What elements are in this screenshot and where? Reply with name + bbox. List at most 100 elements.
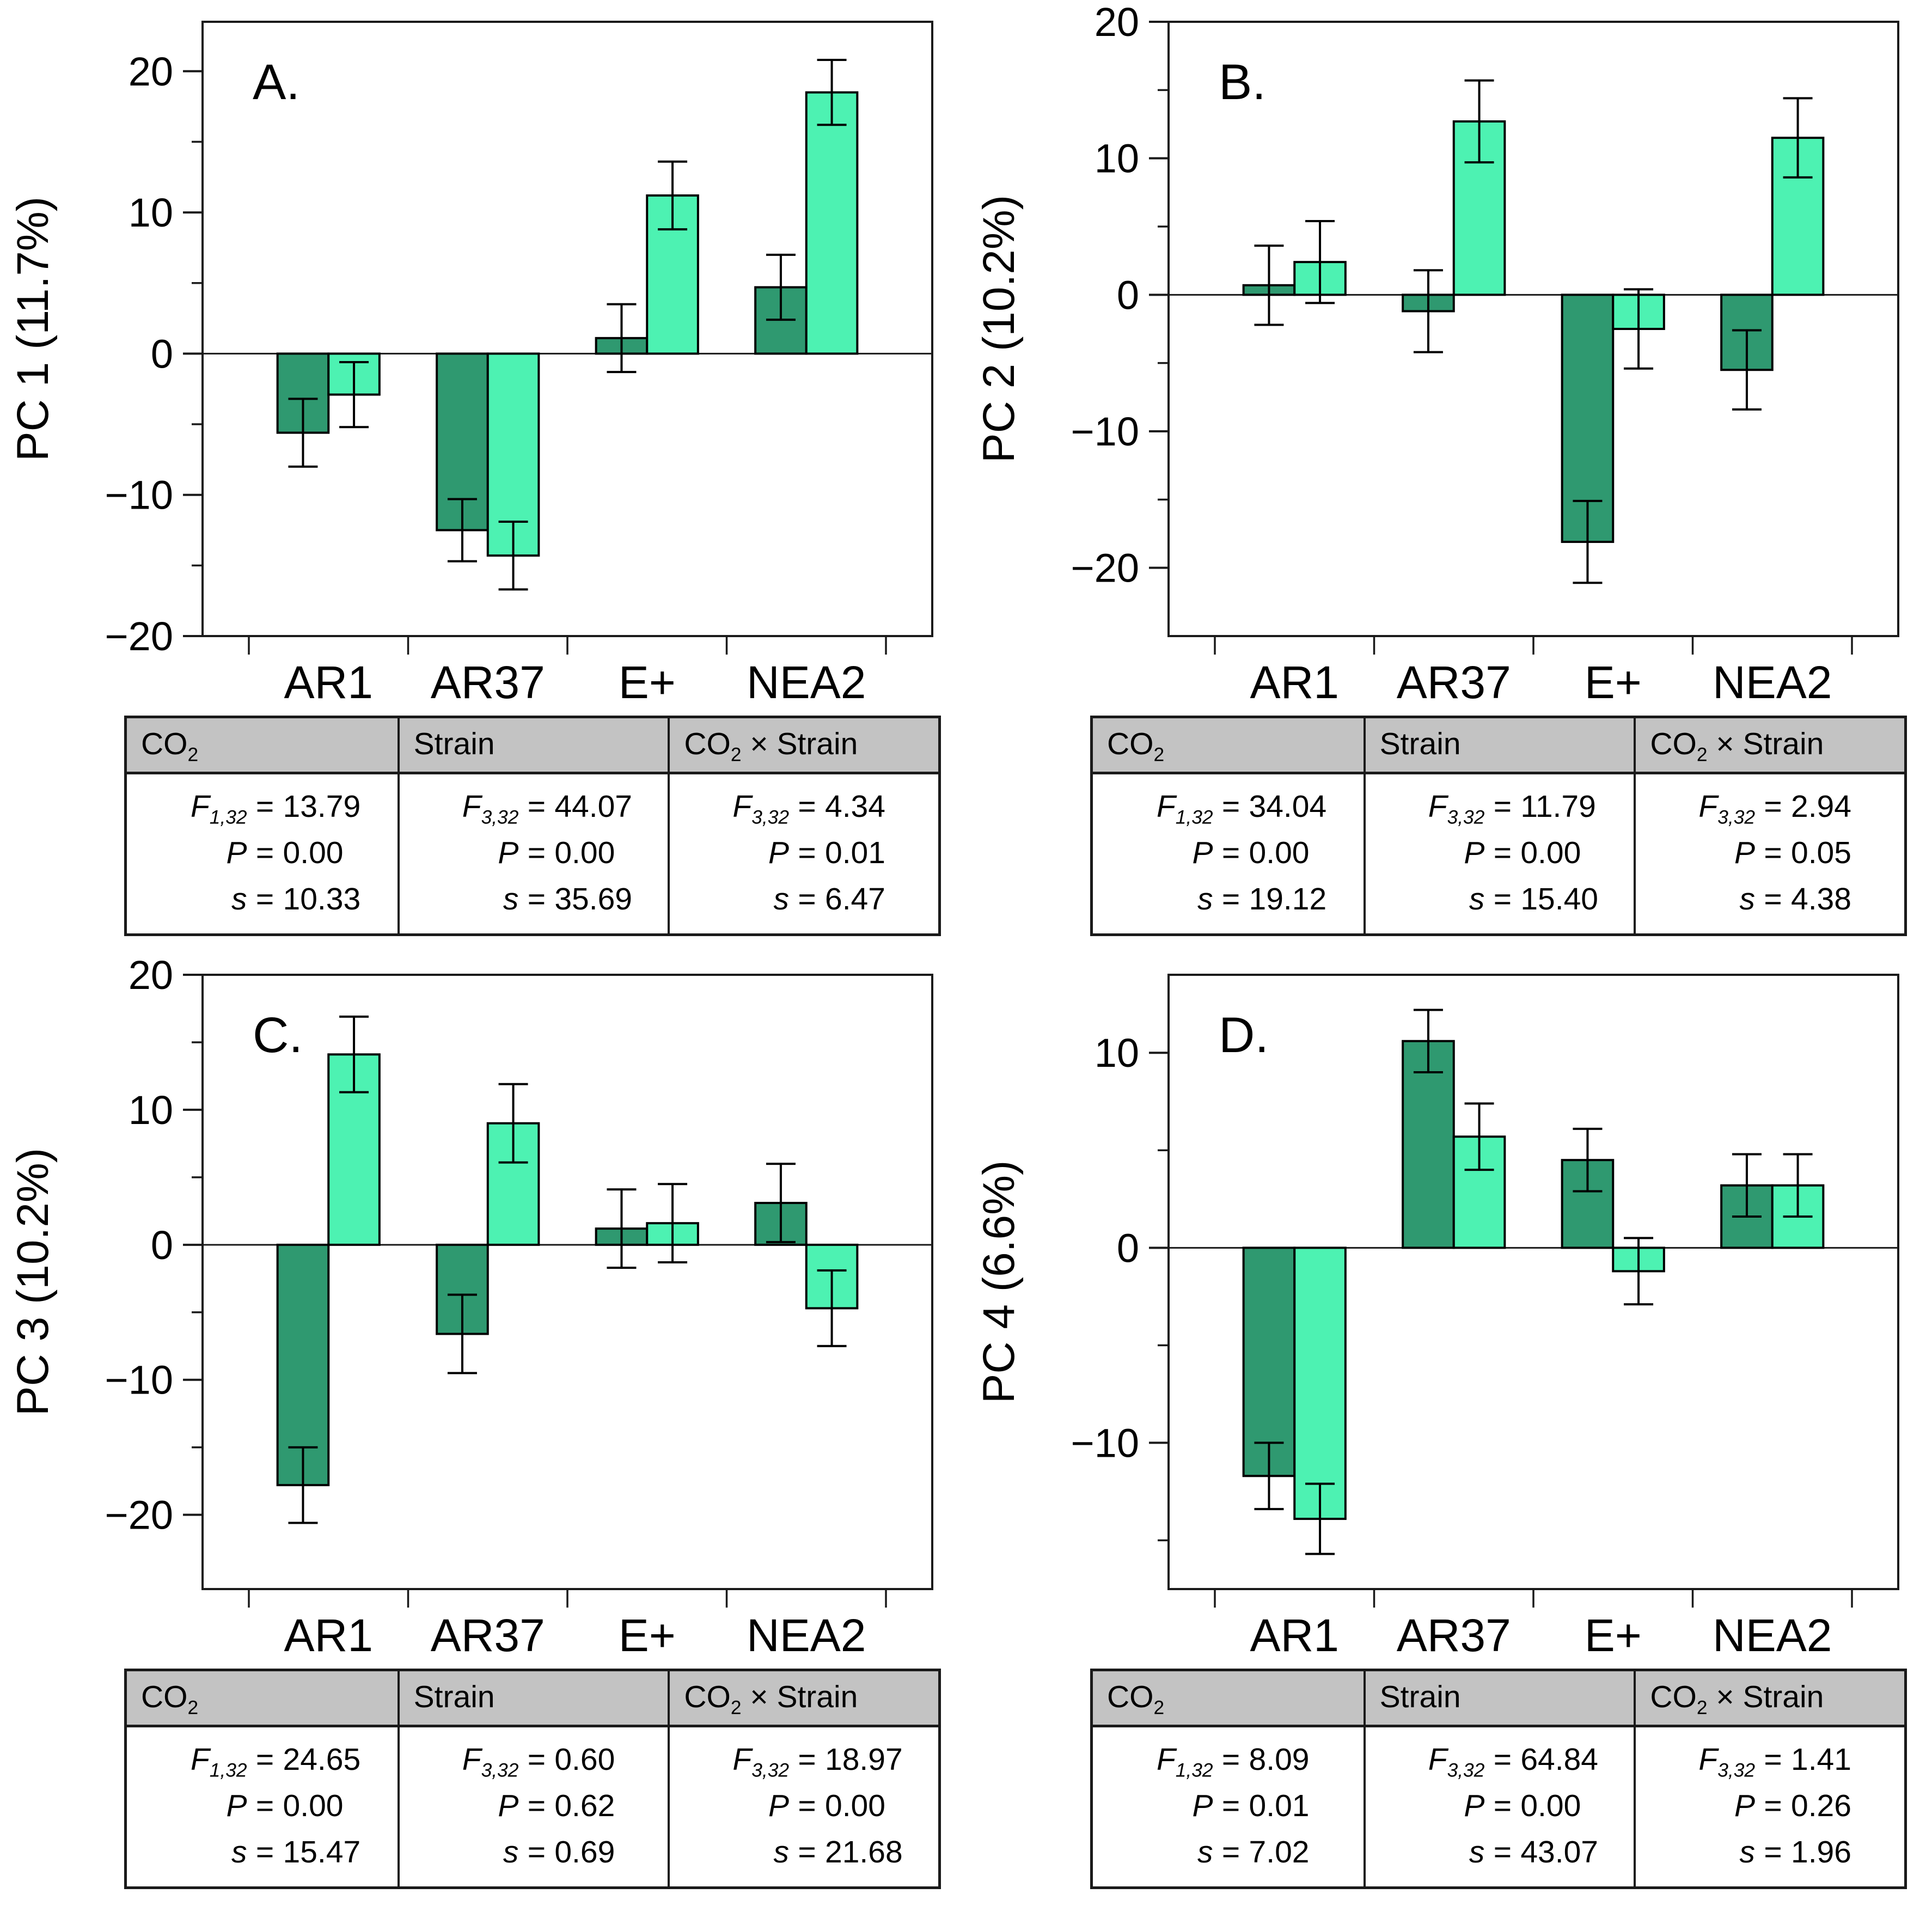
stat-line-F: F3,32 = 0.60 (408, 1742, 649, 1780)
stat-value: 0.00 (1249, 835, 1310, 870)
stat-variable: s (1374, 881, 1485, 917)
bar-dark-green-ar1 (1242, 1247, 1296, 1477)
y-tick-label: 20 (1095, 0, 1139, 45)
stat-equals: = (798, 1742, 816, 1777)
stats-column-body: F3,32 = 18.97 P = 0.00 s = 21.68 (670, 1727, 938, 1886)
errorbar-light-green-nea2 (1783, 97, 1813, 179)
stat-variable-letter: F (1698, 789, 1718, 824)
stat-value: 43.07 (1520, 1835, 1598, 1870)
stat-variable-letter: F (190, 1742, 210, 1777)
stats-column: Strain F3,32 = 0.60 P = 0.62 s = 0.69 (397, 1671, 668, 1886)
stat-line-s: s = 19.12 (1102, 881, 1344, 917)
stat-variable-letter: s (1197, 882, 1213, 917)
stat-equals: = (1493, 882, 1512, 917)
stat-variable: F3,32 (1374, 789, 1485, 827)
stat-variable: F3,32 (1644, 1742, 1755, 1780)
errorbar-light-green-ar37 (498, 1083, 528, 1164)
stat-line-s: s = 15.47 (136, 1834, 378, 1870)
x-category-label: AR1 (284, 657, 373, 708)
stats-header-sub: 2 (187, 744, 199, 766)
stat-variable-sub: 3,32 (751, 807, 790, 828)
stat-line-F: F3,32 = 4.34 (678, 789, 919, 827)
stat-variable: s (136, 1834, 247, 1870)
panel-letter: B. (1219, 54, 1266, 110)
stats-column-header: CO2 (1093, 718, 1364, 774)
stat-value: 34.04 (1249, 789, 1327, 824)
errorbar-light-green-ar1 (339, 1015, 369, 1093)
stat-equals: = (1221, 835, 1240, 870)
y-tick-label: −10 (105, 1358, 173, 1403)
stats-header-sub: 2 (1153, 744, 1165, 766)
stat-line-s: s = 0.69 (408, 1834, 649, 1870)
stat-variable: P (678, 835, 789, 871)
stats-header-sub: 2 (1153, 1697, 1165, 1719)
stats-column: CO2 F1,32 = 34.04 P = 0.00 s = 19.12 (1093, 718, 1364, 933)
stats-column-body: F3,32 = 1.41 P = 0.26 s = 1.96 (1636, 1727, 1904, 1886)
stat-value: 15.47 (283, 1835, 361, 1870)
x-category-label: NEA2 (747, 1610, 866, 1661)
stat-variable-letter: s (773, 1835, 790, 1870)
stats-header-sub: 2 (1696, 1697, 1708, 1719)
panel-a: 20 10 0 −10 −20 AR1 AR37 E+ NEA2 A. PC 1 (11.7%) CO… (0, 0, 966, 953)
x-category-label: E+ (619, 1610, 676, 1661)
stat-variable-letter: P (226, 835, 247, 870)
y-tick-label: 0 (1117, 272, 1139, 317)
stat-variable-letter: P (768, 1788, 790, 1823)
stat-variable-sub: 1,32 (209, 1760, 247, 1781)
stat-variable: P (408, 835, 518, 871)
errorbar-light-green-nea2 (1783, 1153, 1813, 1218)
stat-value: 0.01 (1249, 1788, 1310, 1823)
stat-line-P: P = 0.00 (678, 1788, 919, 1824)
stat-line-s: s = 6.47 (678, 881, 919, 917)
stats-header-rest: × Strain (1707, 726, 1824, 761)
x-category-label: AR1 (284, 1610, 373, 1661)
errorbar-light-green-ar1 (339, 361, 369, 429)
stats-header-main: Strain (1379, 1679, 1461, 1714)
stat-value: 35.69 (554, 882, 632, 917)
stats-column: CO2 × Strain F3,32 = 2.94 P = 0.05 s = 4.38 (1634, 718, 1904, 933)
y-tick-label: −10 (105, 473, 173, 518)
anova-stats-table: CO2 F1,32 = 34.04 P = 0.00 s = 19.12 Strain F3,32 = 1… (1090, 716, 1907, 936)
stat-equals: = (527, 835, 546, 870)
stats-column-header: CO2 × Strain (1636, 718, 1904, 774)
stats-column-header: Strain (399, 718, 668, 774)
stat-variable: s (1374, 1834, 1485, 1870)
stats-header-rest: × Strain (741, 1679, 858, 1714)
stat-equals: = (255, 1788, 274, 1823)
y-tick-label: −20 (105, 1493, 173, 1538)
stats-column-header: CO2 (1093, 1671, 1364, 1727)
stats-header-rest: × Strain (1707, 1679, 1824, 1714)
stat-value: 0.00 (283, 1788, 344, 1823)
bar-light-green-ar1 (1293, 1247, 1347, 1520)
y-tick-label: 20 (129, 953, 173, 998)
stats-column: CO2 F1,32 = 13.79 P = 0.00 s = 10.33 (127, 718, 398, 933)
stat-variable: F1,32 (1102, 1742, 1213, 1780)
y-tick-label: 20 (129, 49, 173, 94)
stat-variable: s (136, 881, 247, 917)
stats-column: CO2 × Strain F3,32 = 4.34 P = 0.01 s = 6.47 (668, 718, 938, 933)
stat-value: 0.69 (554, 1835, 615, 1870)
stat-variable: s (1644, 1834, 1756, 1870)
stat-variable-letter: P (1464, 1788, 1485, 1823)
errorbar-light-green-nea2 (817, 1269, 847, 1347)
errorbar-dark-green-ar1 (288, 398, 318, 468)
y-axis-label: PC 4 (6.6%) (974, 1160, 1024, 1404)
stat-value: 0.62 (554, 1788, 615, 1823)
stats-column-header: CO2 × Strain (1636, 1671, 1904, 1727)
bar-light-green-nea2 (805, 91, 859, 355)
stat-value: 4.38 (1791, 882, 1851, 917)
stat-line-P: P = 0.00 (1374, 1788, 1615, 1824)
stat-line-P: P = 0.01 (1102, 1788, 1344, 1824)
x-category-label: NEA2 (1713, 657, 1832, 708)
stat-line-s: s = 10.33 (136, 881, 378, 917)
stat-equals: = (527, 789, 546, 824)
stat-value: 7.02 (1249, 1835, 1310, 1870)
stats-column-body: F1,32 = 34.04 P = 0.00 s = 19.12 (1093, 774, 1364, 933)
stat-value: 1.41 (1791, 1742, 1851, 1777)
x-category-label: AR1 (1250, 1610, 1339, 1661)
stat-equals: = (1493, 789, 1512, 824)
y-tick-label: 10 (129, 190, 173, 235)
stat-value: 0.00 (554, 835, 615, 870)
stat-variable-letter: P (1464, 835, 1485, 870)
stat-equals: = (798, 882, 816, 917)
